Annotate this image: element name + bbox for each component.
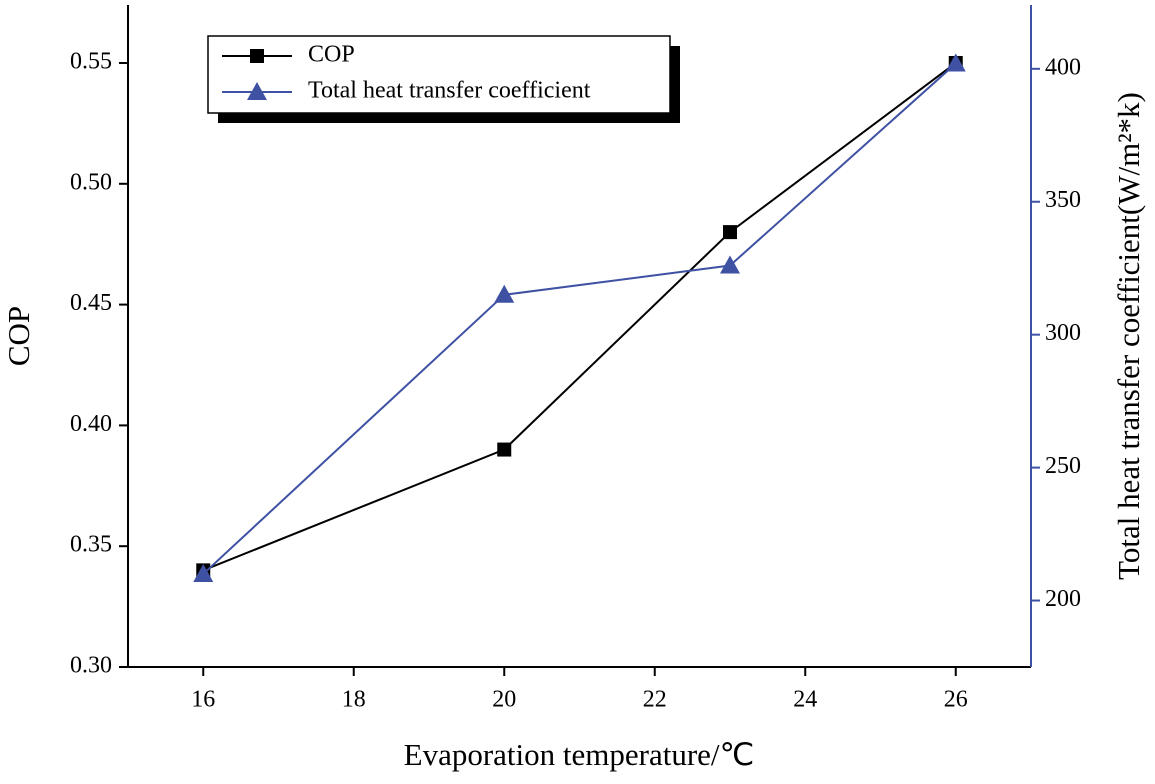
legend-label: Total heat transfer coefficient xyxy=(308,78,591,104)
x-tick-label: 26 xyxy=(944,687,968,713)
x-tick-label: 16 xyxy=(191,687,215,713)
y2-tick-label: 400 xyxy=(1045,54,1081,80)
x-tick-label: 18 xyxy=(342,687,366,713)
legend-marker xyxy=(250,49,264,63)
x-tick-label: 24 xyxy=(793,687,817,713)
data-point xyxy=(497,442,512,457)
y-tick-label: 0.50 xyxy=(70,169,112,195)
y-tick-label: 0.30 xyxy=(70,653,112,679)
data-point xyxy=(945,53,966,72)
x-axis-title: Evaporation temperature/℃ xyxy=(404,737,755,772)
data-point xyxy=(720,255,740,274)
legend-label: COP xyxy=(308,42,355,68)
legend xyxy=(207,35,671,114)
y2-axis-title: Total heat transfer coefficient(W/m²*k) xyxy=(1111,92,1146,580)
series-line xyxy=(202,62,957,572)
y2-tick-label: 300 xyxy=(1045,320,1081,346)
data-point xyxy=(723,225,737,240)
y-tick-label: 0.35 xyxy=(70,532,112,558)
series-line xyxy=(202,62,957,575)
y2-tick-label: 250 xyxy=(1045,453,1081,479)
y-tick-label: 0.40 xyxy=(70,411,112,437)
legend-marker xyxy=(247,82,267,100)
y2-tick-label: 200 xyxy=(1045,586,1081,612)
data-point xyxy=(193,563,214,582)
y-tick-label: 0.45 xyxy=(70,290,112,316)
data-point xyxy=(494,284,515,303)
y-axis-title: COP xyxy=(1,306,36,366)
y2-tick-label: 350 xyxy=(1045,187,1081,213)
x-tick-label: 20 xyxy=(492,687,516,713)
x-tick-label: 22 xyxy=(643,687,667,713)
y-tick-label: 0.55 xyxy=(70,48,112,74)
